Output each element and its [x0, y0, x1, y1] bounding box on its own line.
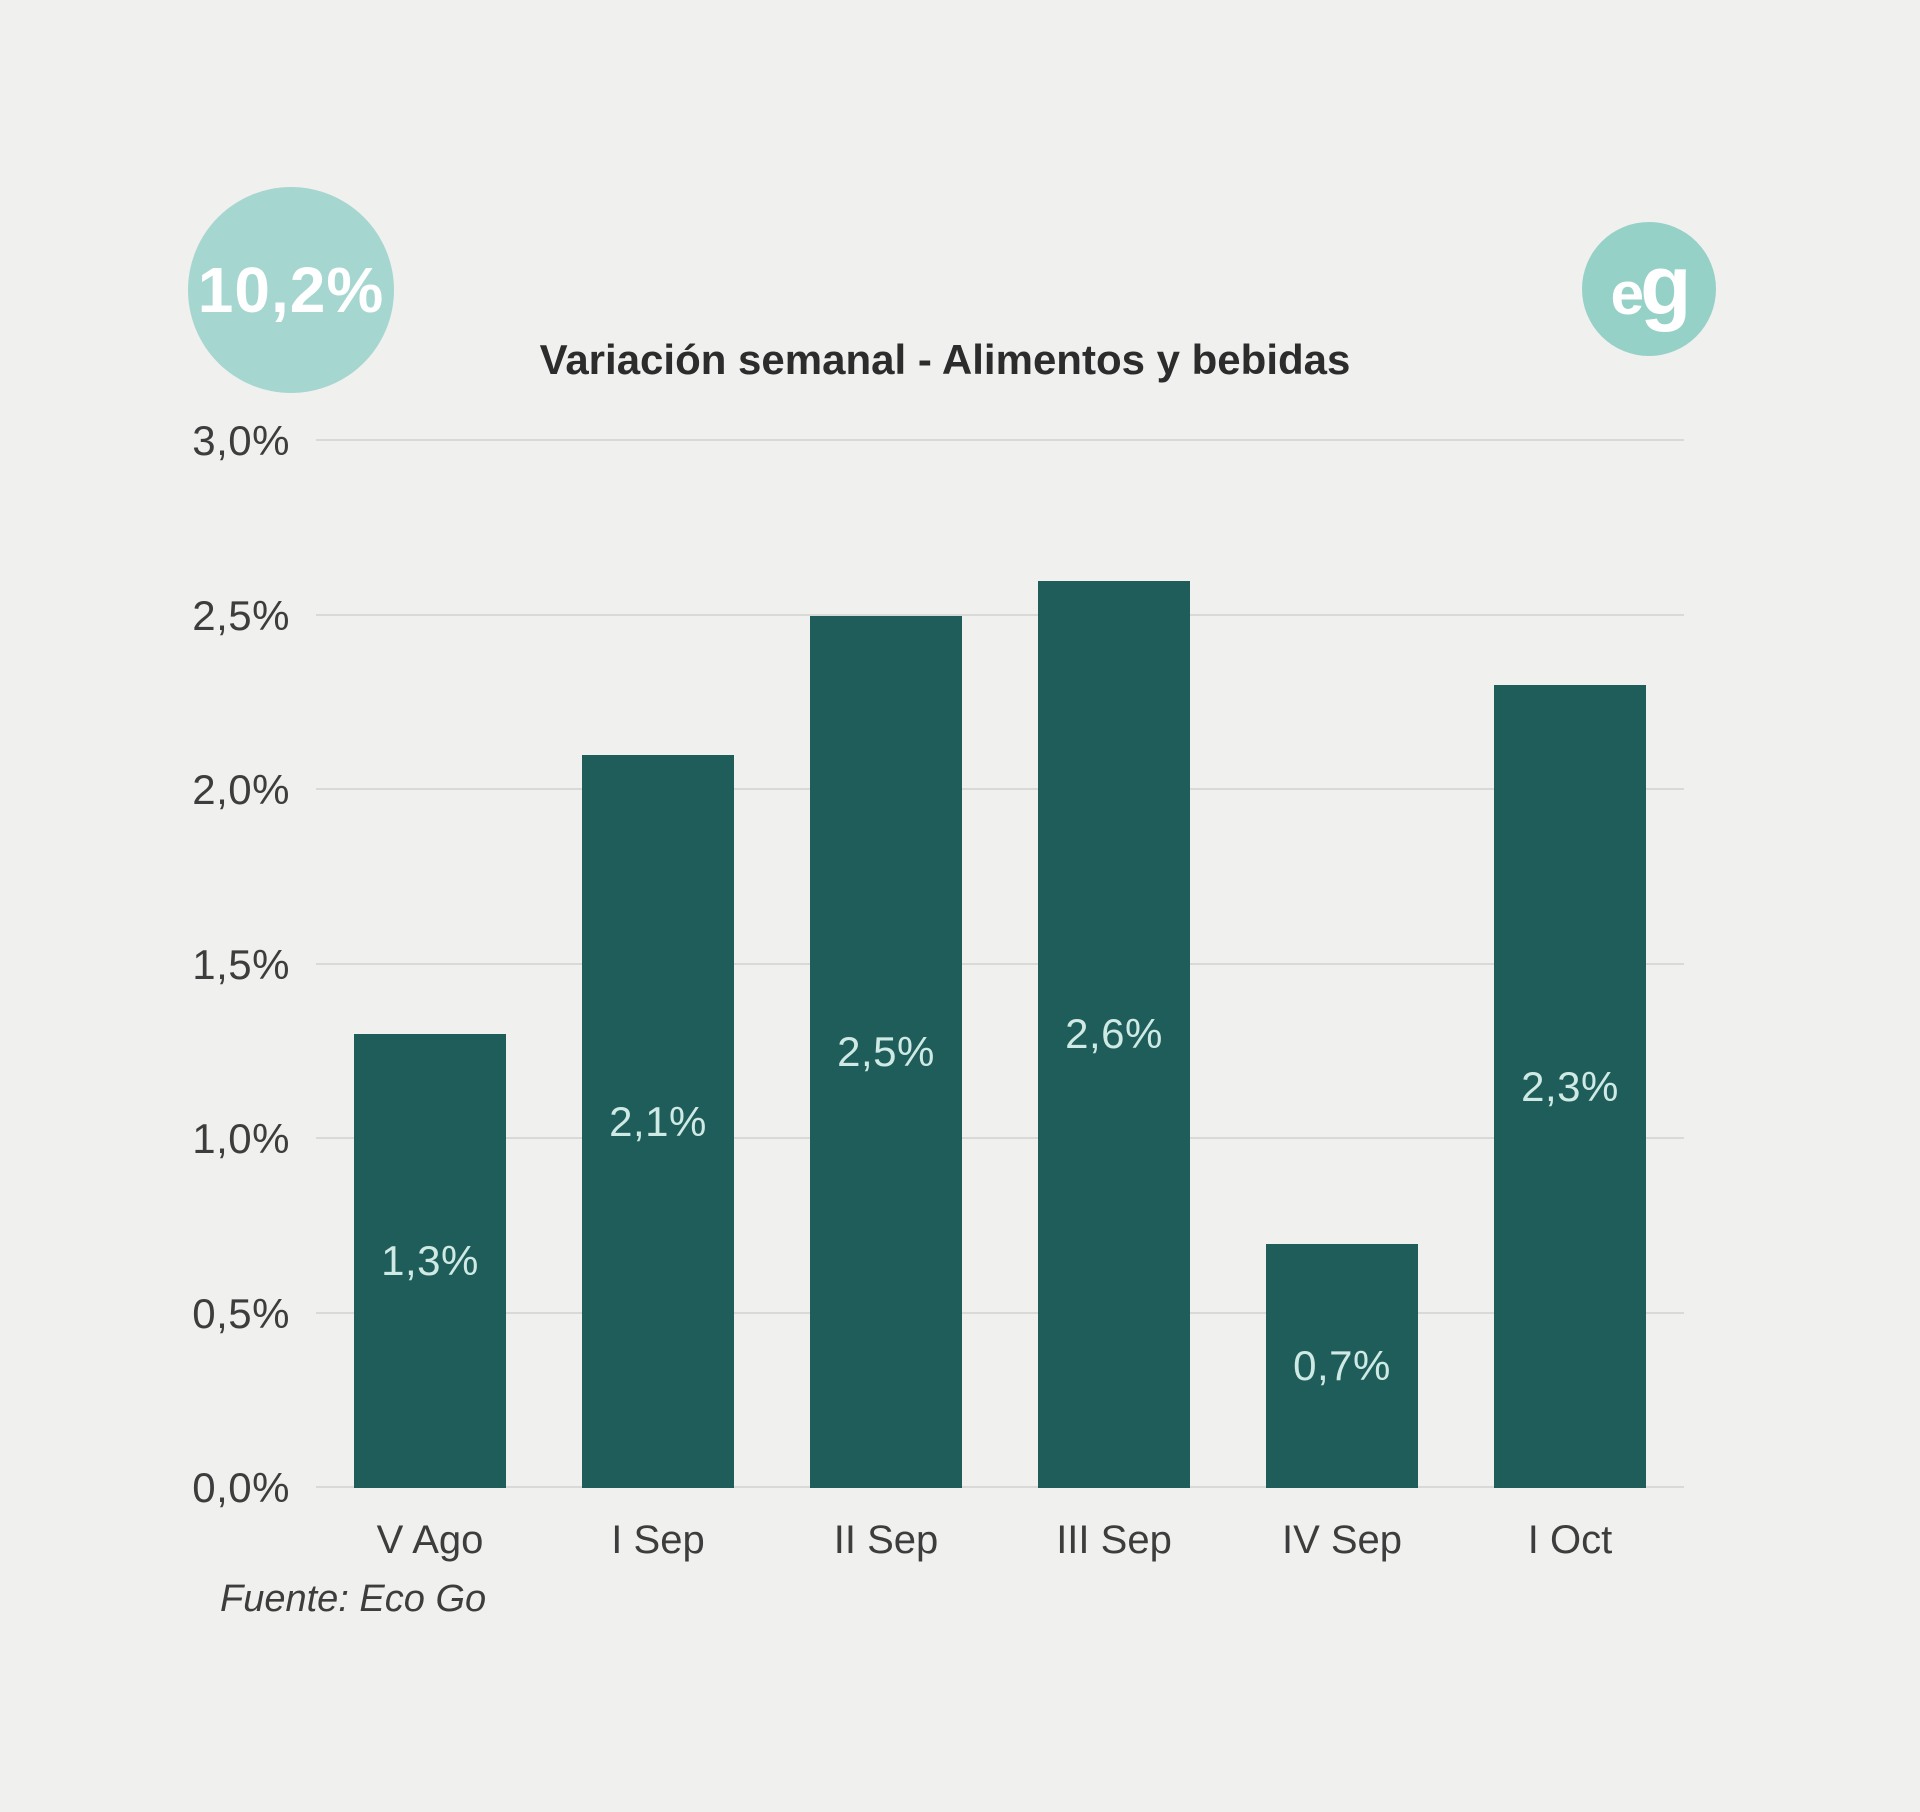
x-tick-label: II Sep: [833, 1518, 939, 1562]
gridline: [316, 962, 1684, 965]
bar: 1,3%: [354, 1034, 506, 1488]
y-tick-label: 2,5%: [192, 591, 290, 639]
y-tick-label: 1,0%: [192, 1115, 290, 1162]
bar: 0,7%: [1266, 1243, 1418, 1488]
logo-text: eg: [1610, 238, 1692, 332]
source-note: Fuente: Eco Go: [220, 1578, 487, 1620]
headline-value: 10,2%: [197, 254, 385, 326]
x-axis: V Ago I Sep II Sep III Sep IV Sep I Oct: [316, 1518, 1684, 1563]
bar-slot: 1,3%: [316, 441, 544, 1488]
bar-value-label: 2,6%: [1065, 1010, 1163, 1058]
bar: 2,6%: [1038, 580, 1190, 1488]
bar-value-label: 2,1%: [609, 1097, 707, 1145]
x-tick-label: I Sep: [611, 1518, 705, 1562]
y-tick-label: 0,0%: [192, 1464, 290, 1511]
gridline: [316, 1486, 1684, 1488]
chart-title: Variación semanal - Alimentos y bebidas: [539, 336, 1351, 383]
x-tick-label: V Ago: [376, 1518, 484, 1562]
headline-badge: 10,2%: [188, 187, 394, 393]
bar: 2,5%: [810, 615, 962, 1488]
bar-slot: 2,5%: [772, 441, 1000, 1488]
gridline: [316, 613, 1684, 616]
bar-slot: 0,7%: [1228, 441, 1456, 1488]
bar-slot: 2,1%: [544, 441, 772, 1488]
gridline: [316, 439, 1684, 441]
gridline: [316, 1311, 1684, 1314]
y-tick-label: 3,0%: [192, 417, 290, 464]
y-tick-label: 1,5%: [192, 940, 290, 988]
x-tick-label: III Sep: [1056, 1518, 1172, 1562]
gridline: [316, 788, 1684, 790]
bar-series: 1,3% 2,1% 2,5% 2,6% 0,7% 2,3%: [316, 441, 1684, 1488]
bar-value-label: 1,3%: [381, 1237, 479, 1285]
plot-area: 1,3% 2,1% 2,5% 2,6% 0,7% 2,3%: [316, 439, 1684, 1488]
y-tick-label: 2,0%: [192, 766, 290, 813]
y-axis: 0,0% 0,5% 1,0% 1,5% 2,0% 2,5% 3,0%: [140, 417, 290, 1511]
x-tick-label: I Oct: [1527, 1518, 1613, 1562]
bar-value-label: 2,3%: [1521, 1062, 1619, 1110]
y-tick-label: 0,5%: [192, 1289, 290, 1337]
eco-go-logo-icon: eg: [1582, 222, 1716, 356]
x-tick-label: IV Sep: [1281, 1518, 1403, 1562]
bar-slot: 2,3%: [1456, 441, 1684, 1488]
bar-value-label: 2,5%: [837, 1027, 935, 1075]
bar-value-label: 0,7%: [1293, 1341, 1391, 1389]
bar: 2,3%: [1494, 685, 1646, 1488]
bar-slot: 2,6%: [1000, 441, 1228, 1488]
bar: 2,1%: [582, 755, 734, 1488]
gridline: [316, 1137, 1684, 1139]
